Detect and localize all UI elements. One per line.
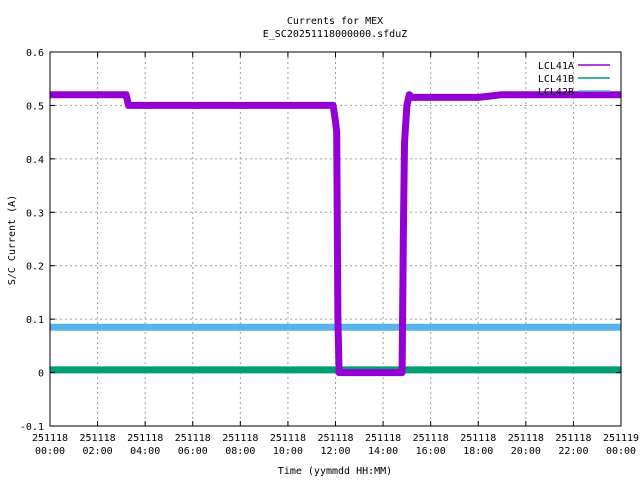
y-tick-label: 0.2	[26, 262, 44, 273]
x-tick-label-time: 02:00	[83, 446, 113, 457]
y-tick-label: 0	[38, 369, 44, 380]
x-tick-label-date: 251118	[317, 433, 353, 444]
x-tick-label-time: 06:00	[178, 446, 208, 457]
legend-label: LCL41A	[538, 61, 574, 72]
x-tick-label-time: 04:00	[130, 446, 160, 457]
x-tick-label-time: 18:00	[463, 446, 493, 457]
series-line-lcl41a	[50, 91, 621, 377]
x-tick-label-time: 10:00	[273, 446, 303, 457]
x-tick-label-date: 251118	[365, 433, 401, 444]
x-tick-label-time: 20:00	[511, 446, 541, 457]
x-tick-labels: 251118 00:00 251118 02:00 251118 04:00 251118 0…	[32, 433, 639, 457]
x-tick-label-date: 251118	[413, 433, 449, 444]
x-tick-label-time: 08:00	[225, 446, 255, 457]
x-tick-label-time: 16:00	[416, 446, 446, 457]
x-tick-label-date: 251118	[127, 433, 163, 444]
legend: LCL41A LCL41B LCL42B	[538, 61, 610, 98]
x-tick-label-date: 251118	[270, 433, 306, 444]
legend-label: LCL41B	[538, 74, 574, 85]
series-layer	[50, 91, 621, 377]
legend-label: LCL42B	[538, 87, 574, 98]
x-axis-label: Time (yymmdd HH:MM)	[278, 466, 392, 477]
y-tick-label: -0.1	[20, 422, 44, 433]
chart-title: Currents for MEX	[287, 16, 383, 27]
y-tick-labels: -0.1 0 0.1 0.2 0.3 0.4 0.5 0.6	[20, 48, 44, 433]
x-tick-label-date: 251119	[603, 433, 639, 444]
axis-ticks	[49, 51, 622, 427]
x-tick-label-date: 251118	[80, 433, 116, 444]
x-tick-label-time: 22:00	[558, 446, 588, 457]
x-tick-label-date: 251118	[32, 433, 68, 444]
x-tick-label-time: 00:00	[606, 446, 636, 457]
y-tick-label: 0.6	[26, 48, 44, 59]
x-tick-label-date: 251118	[222, 433, 258, 444]
x-tick-label-date: 251118	[555, 433, 591, 444]
x-tick-label-date: 251118	[460, 433, 496, 444]
x-tick-label-time: 12:00	[320, 446, 350, 457]
chart-subtitle: E_SC20251118000000.sfduZ	[263, 29, 408, 40]
y-tick-label: 0.4	[26, 155, 44, 166]
x-tick-label-time: 14:00	[368, 446, 398, 457]
y-axis-label: S/C Current (A)	[7, 195, 18, 285]
y-tick-label: 0.3	[26, 208, 44, 219]
x-tick-label-date: 251118	[175, 433, 211, 444]
x-tick-label-date: 251118	[508, 433, 544, 444]
x-tick-label-time: 00:00	[35, 446, 65, 457]
y-tick-label: 0.5	[26, 101, 44, 112]
y-tick-label: 0.1	[26, 315, 44, 326]
